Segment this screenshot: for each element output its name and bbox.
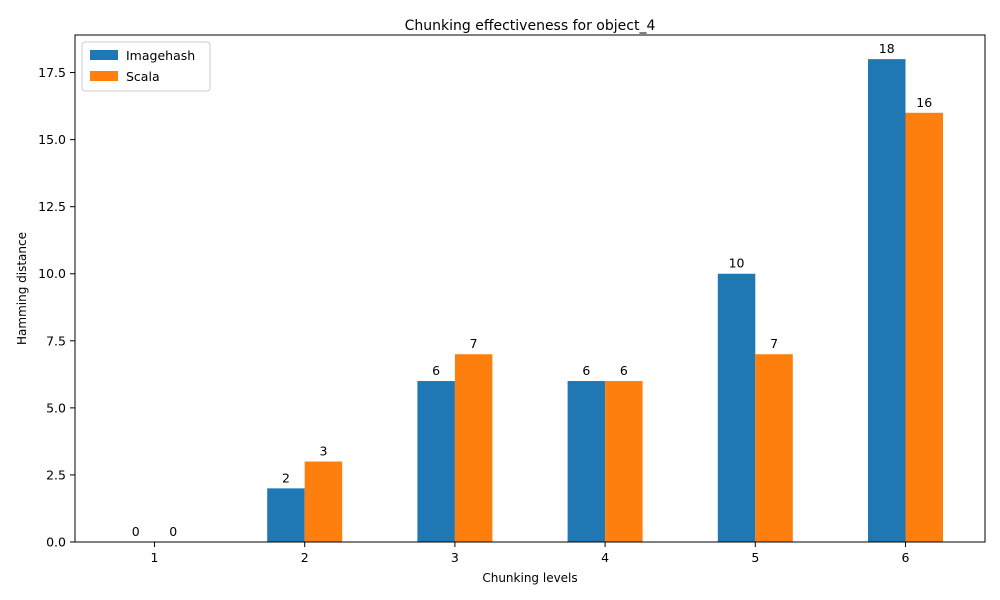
y-tick-label: 17.5 <box>38 65 66 80</box>
bar-value-label-scala-6: 16 <box>916 95 932 110</box>
bar-labels-group: 0 2 6 6 10 18 0 3 7 6 7 16 <box>132 41 932 539</box>
bar-value-label-imagehash-5: 10 <box>729 256 745 271</box>
plot-frame <box>74 34 986 543</box>
y-tick-label: 0.0 <box>46 535 66 550</box>
legend-label-scala: Scala <box>126 69 160 84</box>
y-tick-label: 12.5 <box>38 199 66 214</box>
bar-imagehash-4 <box>567 381 606 542</box>
x-tick-label: 2 <box>301 550 309 565</box>
bar-value-label-imagehash-6: 18 <box>879 41 895 56</box>
x-tick-label: 5 <box>751 550 759 565</box>
y-tick-label: 5.0 <box>46 400 66 415</box>
y-axis: 0.0 2.5 5.0 7.5 10.0 12.5 15.0 17.5 <box>38 65 75 550</box>
legend-swatch-imagehash <box>90 50 118 60</box>
bar-value-label-imagehash-4: 6 <box>582 363 590 378</box>
bar-value-label-scala-3: 7 <box>470 336 478 351</box>
legend-swatch-scala <box>90 71 118 81</box>
bar-scala-5 <box>755 354 793 542</box>
y-tick-label: 15.0 <box>38 132 66 147</box>
x-tick-label: 1 <box>151 550 159 565</box>
bar-value-label-imagehash-3: 6 <box>432 363 440 378</box>
bar-imagehash-5 <box>717 273 756 542</box>
bar-value-label-scala-4: 6 <box>620 363 628 378</box>
bar-scala-3 <box>454 354 493 542</box>
y-tick-label: 10.0 <box>38 266 66 281</box>
x-axis: 1 2 3 4 5 6 <box>151 542 910 565</box>
x-tick-label: 4 <box>601 550 609 565</box>
bars-group <box>267 59 943 543</box>
bar-scala-2 <box>304 461 343 542</box>
bar-value-label-scala-2: 3 <box>319 444 327 459</box>
bar-value-label-imagehash-1: 0 <box>132 524 140 539</box>
bar-imagehash-6 <box>868 59 906 543</box>
bar-scala-6 <box>905 112 943 543</box>
x-tick-label: 3 <box>451 550 459 565</box>
legend: Imagehash Scala <box>81 41 211 92</box>
bar-value-label-scala-1: 0 <box>169 524 177 539</box>
y-axis-label: Hamming distance <box>15 232 29 345</box>
bar-imagehash-2 <box>267 488 305 542</box>
bar-scala-4 <box>605 381 643 542</box>
x-tick-label: 6 <box>902 550 910 565</box>
bar-value-label-imagehash-2: 2 <box>282 470 290 485</box>
bar-value-label-scala-5: 7 <box>770 336 778 351</box>
y-tick-label: 2.5 <box>46 467 66 482</box>
bar-imagehash-3 <box>417 381 455 542</box>
legend-label-imagehash: Imagehash <box>126 48 195 63</box>
chart-title: Chunking effectiveness for object_4 <box>405 18 656 34</box>
x-axis-label: Chunking levels <box>482 571 577 585</box>
y-tick-label: 7.5 <box>46 333 66 348</box>
